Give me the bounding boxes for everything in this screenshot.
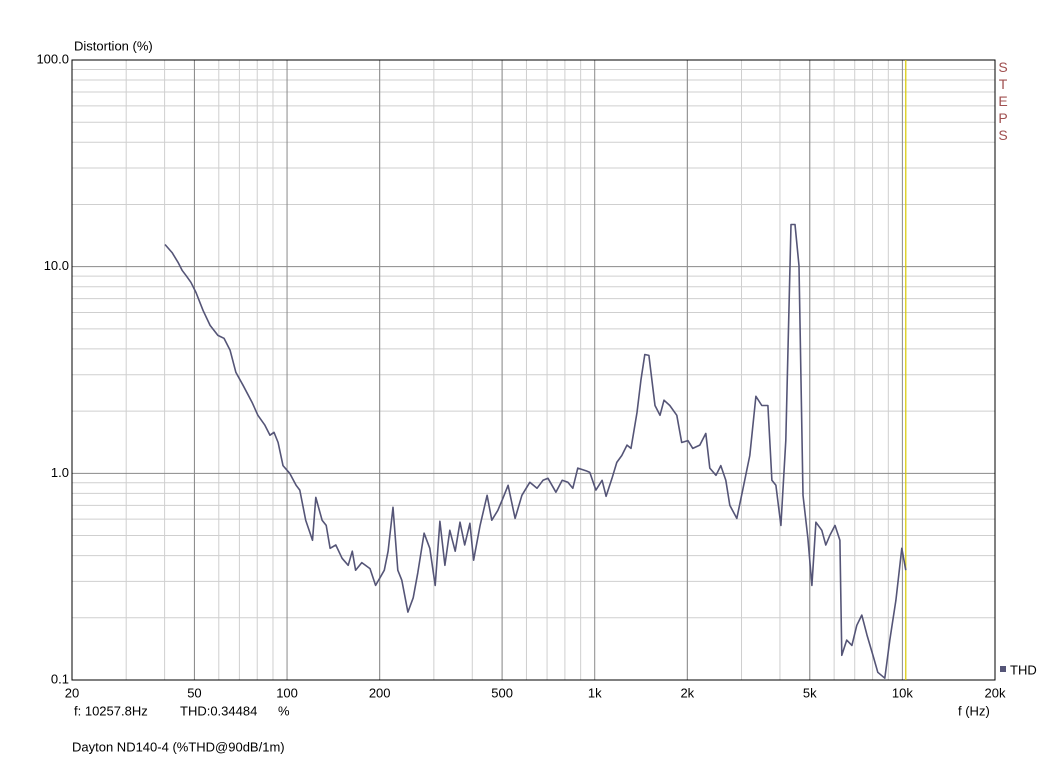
y-tick-label: 1.0 [51,465,69,480]
y-tick-label: 0.1 [51,671,69,686]
x-tick-label: 200 [369,685,391,700]
x-tick-label: 2k [680,685,694,700]
x-tick-label: 20 [65,685,79,700]
legend-swatch [1000,666,1006,672]
x-tick-label: 500 [491,685,513,700]
y-tick-label: 100.0 [36,51,69,66]
plot-frame [71,59,996,681]
x-tick-label: 5k [803,685,817,700]
x-axis-title: f (Hz) [958,703,990,718]
footer: Dayton ND140-4 (%THD@90dB/1m) [72,739,285,754]
x-tick-label: 20k [985,685,1006,700]
x-tick-label: 100 [276,685,298,700]
data-line [164,223,907,679]
cursor-frequency: f: 10257.8Hz [74,703,148,718]
legend-label: THD [1010,662,1037,677]
x-tick-label: 1k [588,685,602,700]
cursor-unit: % [278,703,290,718]
cursor-value: THD:0.34484 [180,703,257,718]
x-tick-label: 50 [187,685,201,700]
x-tick-label: 10k [892,685,913,700]
y-tick-label: 10.0 [44,258,69,273]
y-axis-title: Distortion (%) [74,38,153,53]
